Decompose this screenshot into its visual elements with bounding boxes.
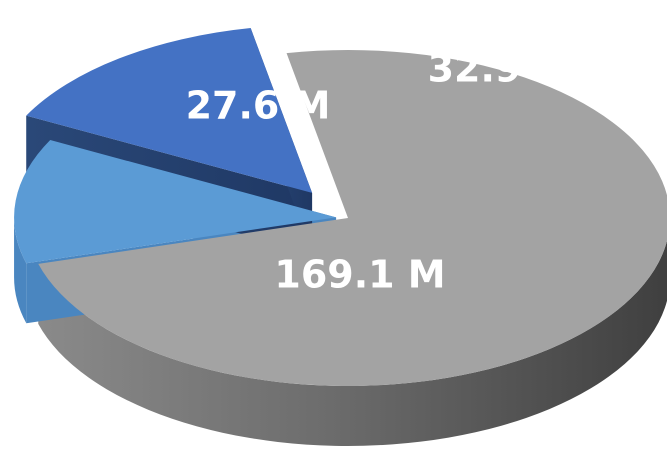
pie-slice-label-3: 32.9 M [428,47,573,91]
pie-slice-1 [38,50,667,386]
pie-slice-label-1: 169.1 M [274,253,445,297]
pie-slice-3 [26,28,313,193]
pie-slice-rim-2 [14,217,27,324]
pie-slice-rim-1 [38,240,667,446]
pie-top-layer [14,28,667,386]
pie-slice-label-2: 27.6 M [186,84,331,128]
pie-slice-2 [14,140,337,264]
pie-labels-layer: 169.1 M 27.6 M 32.9 M [186,47,573,297]
